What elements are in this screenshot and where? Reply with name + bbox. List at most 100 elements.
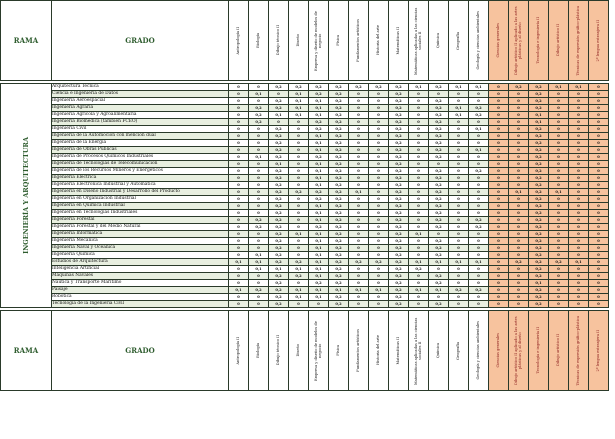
- degree-name: Ingeniería en Diseño Industrial y Desarr…: [51, 188, 229, 196]
- weight-cell: 0: [408, 181, 429, 189]
- weight-cell: 0: [588, 230, 609, 238]
- weight-cell: 0: [228, 83, 249, 91]
- weight-cell: 0: [348, 104, 369, 112]
- weight-cell: 0,1: [308, 230, 329, 238]
- weight-cell: 0,2: [268, 181, 289, 189]
- subject-label: Dibujo artístico II aplicado a las artes…: [514, 316, 523, 385]
- weight-cell: 0,2: [268, 279, 289, 287]
- weight-cell: 0: [488, 153, 509, 161]
- degree-name: Paisaje: [51, 286, 229, 294]
- weight-cell: 0,2: [328, 272, 349, 280]
- weight-cell: 0: [228, 237, 249, 245]
- weight-cell: 0: [368, 265, 389, 273]
- weight-cell: 0: [588, 265, 609, 273]
- weight-cell: 0: [428, 90, 449, 98]
- weight-cell: 0,1: [408, 230, 429, 238]
- weight-cell: 0,2: [308, 83, 329, 91]
- bottom-header-row: RAMA GRADO Antropología II Biología Dibujo t…: [0, 310, 609, 391]
- subject-label: Empresa y diseño de modelos de negocio: [314, 10, 323, 71]
- weight-cell: 0: [548, 293, 569, 301]
- weight-cell: 0: [248, 202, 269, 210]
- weight-cell: 0: [348, 237, 369, 245]
- weight-cell: 0: [368, 104, 389, 112]
- weight-cell: 0,1: [308, 139, 329, 147]
- weight-cell: 0: [248, 230, 269, 238]
- table-row: Ingeniería de los Recursos Mineros y Ene…: [1, 167, 609, 175]
- weight-cell: 0: [468, 181, 489, 189]
- weight-cell: 0: [508, 202, 529, 210]
- weight-cell: 0: [568, 125, 589, 133]
- subject-label: Geografía: [456, 341, 461, 360]
- weight-cell: 0: [348, 125, 369, 133]
- top-subject-header: Dibujo técnico II: [268, 0, 289, 81]
- weight-cell: 0: [408, 195, 429, 203]
- weight-cell: 0,1: [568, 258, 589, 266]
- weight-cell: 0: [468, 153, 489, 161]
- weight-cell: 0: [248, 125, 269, 133]
- weight-cell: 0: [248, 188, 269, 196]
- weight-cell: 0: [368, 293, 389, 301]
- weight-cell: 0: [248, 279, 269, 287]
- weight-cell: 0: [348, 251, 369, 259]
- weight-cell: 0: [228, 188, 249, 196]
- weight-cell: 0: [408, 251, 429, 259]
- weight-cell: 0: [228, 97, 249, 105]
- weight-cell: 0: [448, 230, 469, 238]
- weight-cell: 0: [348, 146, 369, 154]
- weight-cell: 0,2: [508, 83, 529, 91]
- weight-cell: 0: [488, 272, 509, 280]
- weight-cell: 0,2: [328, 146, 349, 154]
- weight-cell: 0,2: [388, 118, 409, 126]
- table-row: INGENIERÍA Y ARQUITECTURA Arquitectura Té…: [0, 83, 609, 308]
- degree-name: Ingeniería Biomédica (también FCEO): [51, 118, 229, 126]
- weight-cell: 0: [548, 244, 569, 252]
- weight-cell: 0,2: [328, 216, 349, 224]
- weight-cell: 0: [588, 174, 609, 182]
- weight-cell: 0: [588, 223, 609, 231]
- weight-cell: 0: [508, 90, 529, 98]
- weight-cell: 0,1: [308, 104, 329, 112]
- weight-cell: 0,2: [428, 300, 449, 308]
- weight-cell: 0: [488, 118, 509, 126]
- weight-cell: 0: [508, 174, 529, 182]
- weight-cell: 0: [248, 300, 269, 308]
- weight-cell: 0,1: [228, 258, 249, 266]
- weight-cell: 0: [448, 188, 469, 196]
- weight-cell: 0: [488, 132, 509, 140]
- weight-cell: 0: [488, 223, 509, 231]
- weight-cell: 0: [348, 209, 369, 217]
- weight-cell: 0: [348, 132, 369, 140]
- subject-label: Geología y ciencias ambientales: [476, 11, 481, 70]
- weight-cell: 0,2: [528, 265, 549, 273]
- table-row: Ingeniería de Tecnologías de Telecomunic…: [1, 160, 609, 168]
- table-row: Ingeniería Civil 0 0 0,2 0 0,2 0,2 0 0 0,2 0 0,2 0 0,…: [1, 125, 609, 133]
- weight-cell: 0: [568, 279, 589, 287]
- weight-cell: 0: [468, 202, 489, 210]
- weight-cell: 0: [348, 279, 369, 287]
- weight-cell: 0: [548, 202, 569, 210]
- weight-cell: 0,2: [388, 279, 409, 287]
- weight-cell: 0: [348, 153, 369, 161]
- weight-cell: 0,2: [468, 216, 489, 224]
- weight-cell: 0: [508, 286, 529, 294]
- weight-cell: 0,2: [428, 104, 449, 112]
- weight-cell: 0,2: [328, 237, 349, 245]
- weight-cell: 0,1: [248, 265, 269, 273]
- weight-cell: 0,2: [308, 195, 329, 203]
- weight-cell: 0,2: [388, 195, 409, 203]
- top-subject-header: 2ª lengua extranjera II: [588, 0, 609, 81]
- degree-name: Inteligencia Artificial: [51, 265, 229, 273]
- weight-cell: 0: [428, 293, 449, 301]
- weight-cell: 0: [448, 216, 469, 224]
- weight-cell: 0,1: [548, 83, 569, 91]
- subject-label: Empresa y diseño de modelos de negocio: [314, 320, 323, 381]
- weight-cell: 0,1: [308, 209, 329, 217]
- degree-name: Ingeniería de los Recursos Mineros y Ene…: [51, 167, 229, 175]
- degree-name: Ingeniería Química: [51, 251, 229, 259]
- table-row: Ingeniería de Obras Públicas 0 0 0,2 0 0,1 0,2…: [1, 146, 609, 154]
- weight-cell: 0: [368, 90, 389, 98]
- weight-cell: 0: [588, 286, 609, 294]
- bottom-subject-header: Geología y ciencias ambientales: [468, 310, 489, 391]
- table-row: Tecnología de la Ingeniería Civil 0 0 0,2 0 0…: [1, 300, 609, 308]
- weight-cell: 0,1: [408, 83, 429, 91]
